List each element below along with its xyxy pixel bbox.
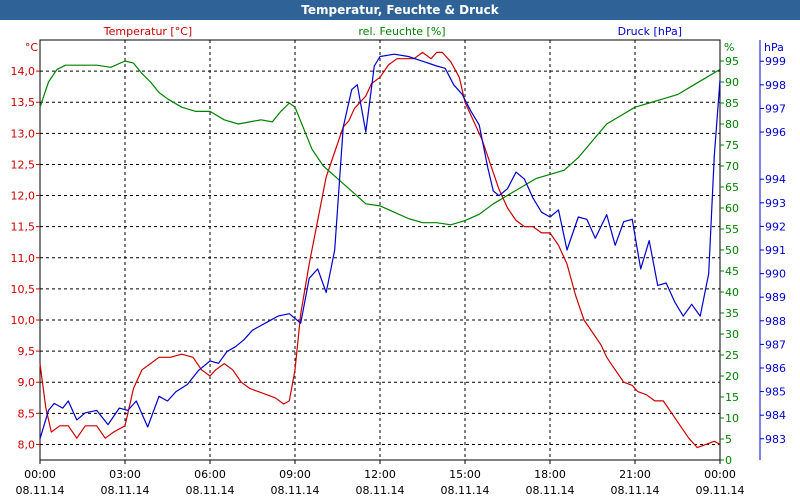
temperature-tick-label: 12,0	[11, 190, 36, 203]
temperature-tick-label: 10,5	[11, 283, 36, 296]
x-tick-date: 08.11.14	[101, 484, 150, 497]
pressure-tick-label: 999	[765, 55, 786, 68]
temperature-tick-label: 14,0	[11, 65, 36, 78]
pressure-tick-label: 992	[765, 220, 786, 233]
pressure-tick-label: 983	[765, 433, 786, 446]
temperature-tick-label: 8,5	[18, 407, 36, 420]
pressure-axis: 983 984 985 986 987 988 989 990 991 992 993 994 996 9…	[759, 40, 786, 460]
x-tick-time: 09:00	[279, 468, 311, 481]
temperature-unit: °C	[25, 41, 39, 54]
x-tick-date: 09.11.14	[696, 484, 745, 497]
pressure-tick-label: 988	[765, 315, 786, 328]
humidity-axis-title: rel. Feuchte [%]	[358, 25, 445, 38]
temperature-tick-label: 13,0	[11, 127, 36, 140]
humidity-tick-label: 0	[725, 454, 732, 467]
humidity-tick-label: 90	[725, 76, 739, 89]
humidity-tick-label: 45	[725, 265, 739, 278]
temperature-tick-label: 10,0	[11, 314, 36, 327]
temperature-tick-label: 13,5	[11, 96, 36, 109]
pressure-tick-label: 993	[765, 197, 786, 210]
humidity-tick-label: 40	[725, 286, 739, 299]
x-tick-time: 21:00	[619, 468, 651, 481]
x-tick-date: 08.11.14	[611, 484, 660, 497]
x-tick-date: 08.11.14	[16, 484, 65, 497]
humidity-tick-label: 30	[725, 328, 739, 341]
temperature-tick-label: 11,5	[11, 221, 36, 234]
x-tick-date: 08.11.14	[356, 484, 405, 497]
temperature-tick-label: 11,0	[11, 252, 36, 265]
pressure-tick-label: 986	[765, 362, 786, 375]
pressure-tick-label: 989	[765, 291, 786, 304]
pressure-tick-label: 987	[765, 338, 786, 351]
pressure-unit: hPa	[764, 41, 784, 54]
x-tick-time: 00:00	[704, 468, 736, 481]
humidity-tick-label: 15	[725, 391, 739, 404]
x-tick-time: 06:00	[194, 468, 226, 481]
humidity-tick-label: 75	[725, 139, 739, 152]
plot-background	[0, 20, 800, 500]
x-tick-date: 08.11.14	[271, 484, 320, 497]
pressure-tick-label: 997	[765, 102, 786, 115]
x-tick-date: 08.11.14	[526, 484, 575, 497]
pressure-tick-label: 998	[765, 79, 786, 92]
humidity-tick-label: 95	[725, 55, 739, 68]
humidity-tick-label: 70	[725, 160, 739, 173]
pressure-series-line	[39, 53, 721, 439]
humidity-series-line	[39, 60, 721, 226]
pressure-tick-label: 984	[765, 409, 786, 422]
grid	[40, 40, 720, 460]
x-tick-date: 08.11.14	[186, 484, 235, 497]
x-tick-time: 00:00	[24, 468, 56, 481]
humidity-tick-label: 25	[725, 349, 739, 362]
temperature-tick-label: 9,5	[18, 345, 36, 358]
pressure-tick-label: 985	[765, 386, 786, 399]
temperature-axis: 8,0 8,5 9,0 9,5 10,0 10,5 11,0 11,5 12,0 12,5 13,0…	[11, 65, 40, 451]
x-tick-time: 18:00	[534, 468, 566, 481]
x-tick-date: 08.11.14	[441, 484, 490, 497]
humidity-tick-label: 65	[725, 181, 739, 194]
humidity-tick-label: 20	[725, 370, 739, 383]
temperature-tick-label: 9,0	[18, 376, 36, 389]
chart-title: Temperatur, Feuchte & Druck	[0, 0, 800, 20]
humidity-tick-label: 35	[725, 307, 739, 320]
humidity-axis: 0 5 10 15 20 25 30 35 40 45 50 55 60 65 70 75 80 85 90 95	[720, 55, 739, 467]
pressure-tick-label: 990	[765, 268, 786, 281]
humidity-tick-label: 55	[725, 223, 739, 236]
humidity-tick-label: 10	[725, 412, 739, 425]
temperature-tick-label: 8,0	[18, 438, 36, 451]
temperature-axis-title: Temperatur [°C]	[103, 25, 192, 38]
pressure-tick-label: 991	[765, 244, 786, 257]
chart-canvas: Temperatur [°C] rel. Feuchte [%] Druck […	[0, 20, 800, 500]
series-lines	[39, 51, 721, 449]
x-tick-time: 15:00	[449, 468, 481, 481]
humidity-tick-label: 50	[725, 244, 739, 257]
humidity-tick-label: 85	[725, 97, 739, 110]
time-axis: 00:00 08.11.14 03:00 08.11.14 06:00 08.11.14 0…	[16, 460, 745, 497]
pressure-axis-title: Druck [hPa]	[618, 25, 682, 38]
humidity-tick-label: 5	[725, 433, 732, 446]
temperature-series-line	[39, 51, 721, 449]
x-tick-time: 12:00	[364, 468, 396, 481]
humidity-unit: %	[724, 41, 734, 54]
x-tick-time: 03:00	[109, 468, 141, 481]
humidity-tick-label: 80	[725, 118, 739, 131]
pressure-tick-label: 994	[765, 173, 786, 186]
temperature-tick-label: 12,5	[11, 158, 36, 171]
humidity-tick-label: 60	[725, 202, 739, 215]
pressure-tick-label: 996	[765, 126, 786, 139]
